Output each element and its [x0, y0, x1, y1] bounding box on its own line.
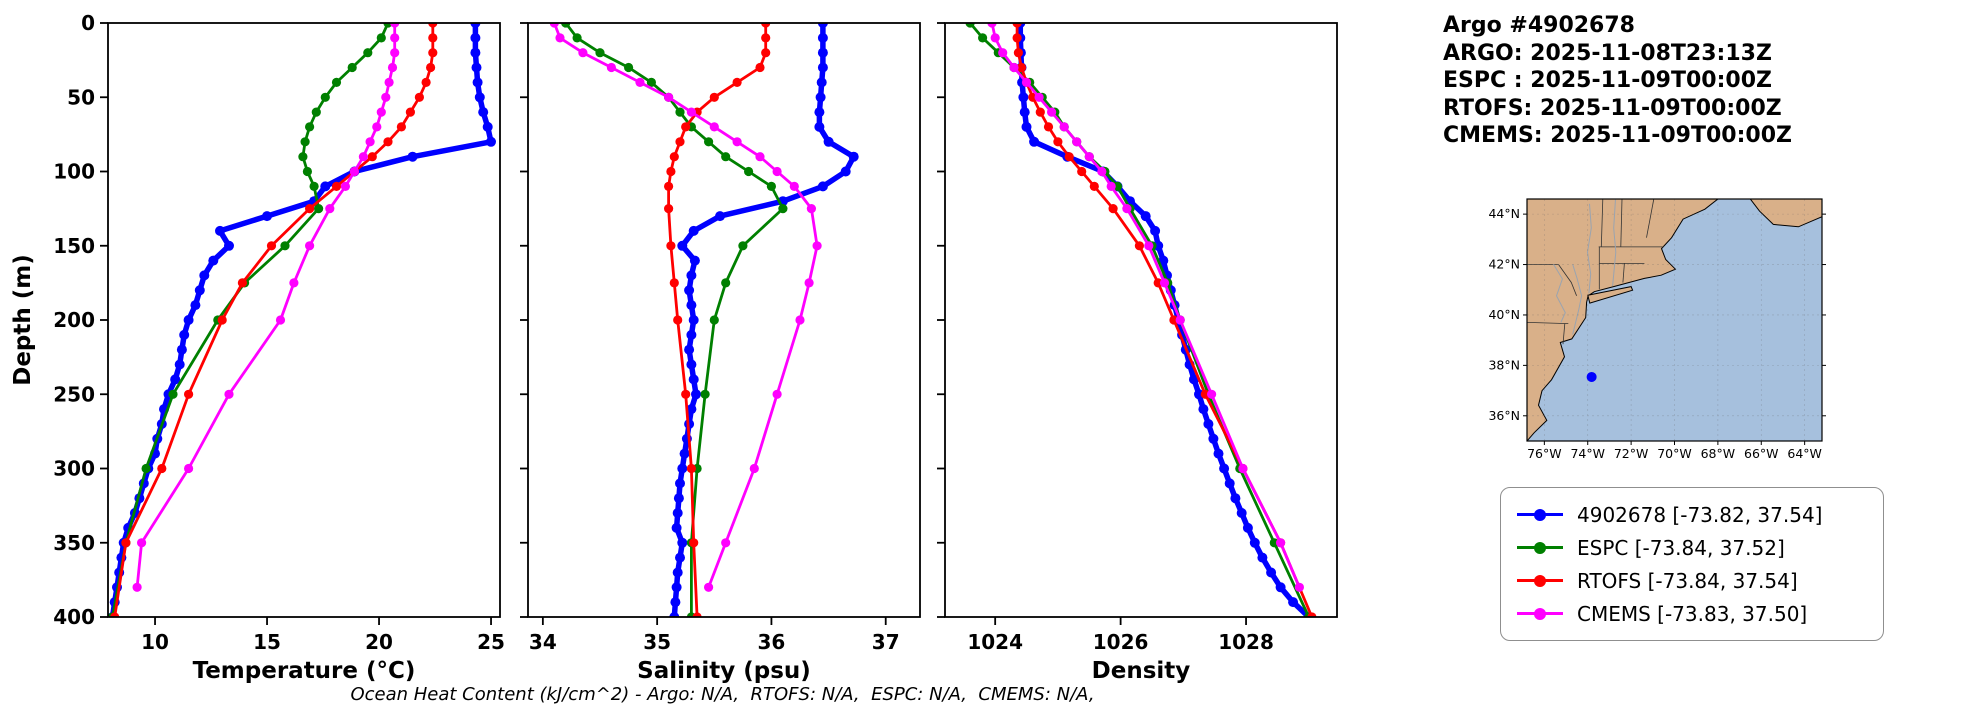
y-tick-label: 300: [53, 457, 95, 481]
legend-label-cmems: CMEMS [-73.83, 37.50]: [1577, 601, 1808, 626]
location-map: 76°W 74°W 72°W 70°W 68°W 66°W 64°W 44°N 42°N 40°N…: [1488, 198, 1826, 461]
series-CMEMS-density: [987, 23, 1304, 592]
cmems-timestamp: CMEMS: 2025-11-09T00:00Z: [1443, 123, 1792, 148]
map-lat-label: 42°N: [1488, 257, 1520, 272]
x-tick-label: 15: [253, 630, 281, 654]
axes-frame: [527, 22, 921, 618]
series-4902678-temperature: [108, 23, 496, 617]
series-ESPC-salinity: [561, 23, 788, 617]
series-RTOFS-density: [1012, 23, 1317, 617]
y-axis-label: Depth (m): [10, 254, 36, 386]
x-tick-label: 35: [643, 630, 671, 654]
series-ESPC-density: [965, 23, 1314, 617]
series-RTOFS-temperature: [110, 23, 438, 617]
series-CMEMS-temperature: [132, 23, 400, 592]
legend-marker-rtofs: [1517, 574, 1563, 588]
panel-salinity: 34 35 36 37 Salinity (psu): [520, 22, 921, 684]
map-lon-label: 68°W: [1701, 446, 1736, 461]
map-lon-label: 64°W: [1787, 446, 1822, 461]
argo-timestamp: ARGO: 2025-11-08T23:13Z: [1443, 40, 1772, 66]
legend-marker-cmems: [1517, 607, 1563, 621]
y-tick-label: 350: [53, 531, 95, 555]
x-tick-label: 25: [477, 630, 505, 654]
legend-label-4902678: 4902678 [-73.82, 37.54]: [1577, 502, 1823, 527]
legend-item-cmems: CMEMS [-73.83, 37.50]: [1517, 597, 1873, 630]
y-tick-label: 250: [53, 382, 95, 406]
legend-item-rtofs: RTOFS [-73.84, 37.54]: [1517, 564, 1873, 597]
float-id-title: Argo #4902678: [1443, 13, 1635, 38]
x-axis-label-density: Density: [1092, 658, 1191, 684]
y-tick-label: 150: [53, 234, 95, 258]
legend-item-espc: ESPC [-73.84, 37.52]: [1517, 531, 1873, 564]
x-axis-label-salinity: Salinity (psu): [637, 658, 811, 684]
y-tick-label: 50: [67, 85, 95, 109]
float-location-marker: [1586, 371, 1597, 382]
x-tick-label: 36: [758, 630, 786, 654]
series-RTOFS-salinity: [664, 23, 771, 617]
map-lon-label: 70°W: [1657, 446, 1692, 461]
map-lat-label: 38°N: [1488, 357, 1520, 372]
map-lon-label: 76°W: [1527, 446, 1562, 461]
x-tick-label: 1028: [1218, 630, 1274, 654]
x-tick-label: 37: [872, 630, 900, 654]
legend-item-4902678: 4902678 [-73.82, 37.54]: [1517, 498, 1873, 531]
series-CMEMS-salinity: [549, 23, 822, 592]
x-tick-label: 20: [365, 630, 393, 654]
header-block: Argo #4902678 ARGO: 2025-11-08T23:13Z ES…: [1443, 12, 1792, 150]
panel-density: 1024 1026 1028 Density: [937, 22, 1338, 684]
legend-marker-4902678: [1517, 508, 1563, 522]
series-4902678-salinity: [669, 23, 859, 617]
map-lat-label: 44°N: [1488, 206, 1520, 221]
map-lon-label: 72°W: [1614, 446, 1649, 461]
y-tick-label: 0: [81, 11, 95, 35]
legend-label-espc: ESPC [-73.84, 37.52]: [1577, 535, 1785, 560]
legend-box: 4902678 [-73.82, 37.54] ESPC [-73.84, 37…: [1500, 487, 1884, 641]
x-tick-label: 1026: [1093, 630, 1149, 654]
ocean-heat-content-note: Ocean Heat Content (kJ/cm^2) - Argo: N/A…: [350, 684, 1095, 705]
x-tick-label: 1024: [967, 630, 1023, 654]
legend-marker-espc: [1517, 541, 1563, 555]
axes-frame: [107, 22, 501, 618]
rtofs-timestamp: RTOFS: 2025-11-09T00:00Z: [1443, 95, 1782, 121]
espc-timestamp: ESPC : 2025-11-09T00:00Z: [1443, 68, 1772, 93]
map-land: [1527, 199, 1822, 441]
x-tick-label: 10: [141, 630, 169, 654]
map-lat-label: 36°N: [1488, 408, 1520, 423]
map-lon-label: 66°W: [1744, 446, 1779, 461]
x-axis-label-temperature: Temperature (°C): [193, 658, 416, 684]
y-tick-label: 200: [53, 308, 95, 332]
map-lat-label: 40°N: [1488, 307, 1520, 322]
legend-label-rtofs: RTOFS [-73.84, 37.54]: [1577, 568, 1798, 593]
map-lon-label: 74°W: [1570, 446, 1605, 461]
axes-frame: [944, 22, 1338, 618]
x-tick-label: 34: [529, 630, 557, 654]
panel-temperature: 10 15 20 25050100150200250300350400Temperat…: [10, 11, 505, 684]
map-gridlines: [1527, 199, 1822, 441]
profile-charts: 10 15 20 25050100150200250300350400Temperat…: [10, 11, 1338, 684]
y-tick-label: 100: [53, 160, 95, 184]
y-tick-label: 400: [53, 605, 95, 629]
